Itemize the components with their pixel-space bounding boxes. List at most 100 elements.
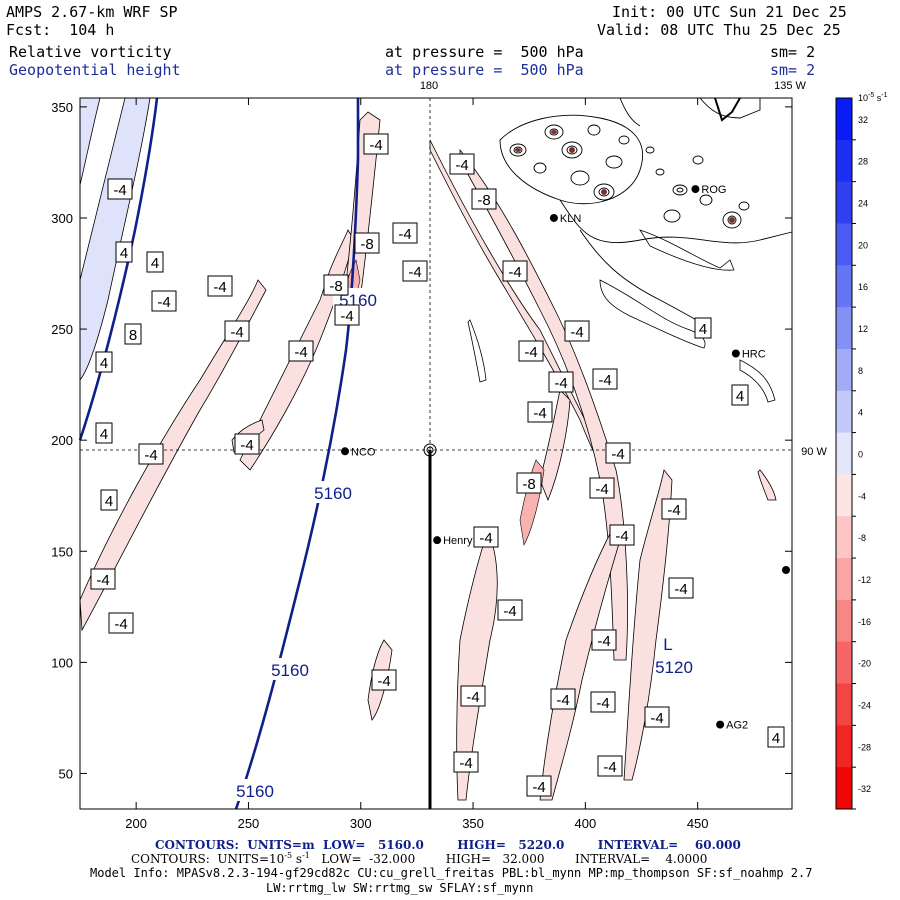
colorbar-tick-label: -24 <box>858 700 871 710</box>
vorticity-label-box <box>497 599 523 621</box>
vorticity-contour-label: -4 <box>674 581 687 598</box>
vorticity-label-box <box>597 755 623 777</box>
colorbar-tick-label: 20 <box>858 240 868 250</box>
colorbar-unit: 10-5 s-1 <box>858 92 888 103</box>
vorticity-label-box <box>502 260 528 282</box>
vorticity-contour-info: CONTOURS: UNITS=10-5 s-1 LOW= -32.000 HI… <box>131 851 708 866</box>
colorbar-tick-label: -4 <box>858 491 866 501</box>
vorticity-contour-label: -4 <box>157 294 170 311</box>
field1-level: at pressure = 500 hPa <box>385 43 584 61</box>
lon-180-label: 180 <box>420 80 438 92</box>
colorbar-segment <box>836 725 852 768</box>
y-tick-label: 350 <box>51 100 73 115</box>
y-axis: 350 300 250 200 150 100 50 <box>51 100 792 781</box>
vorticity-label-box <box>146 251 164 273</box>
vorticity-label-box <box>323 274 349 296</box>
vorticity-label-box <box>100 489 118 511</box>
vorticity-label-box <box>548 371 574 393</box>
x-tick-label: 200 <box>125 816 147 831</box>
height-contours <box>78 97 360 810</box>
vorticity-contour-label: -4 <box>503 603 516 620</box>
vorticity-contour-label: -8 <box>329 278 342 295</box>
vorticity-labels: -4 -4 -4 -4 -4 -4 -4 -4 -4 -4 -4 -4 -4 -4 -4 -4 -4 -4 -4 -4… <box>90 133 785 797</box>
negative-vorticity-band <box>757 469 777 501</box>
low-center-symbol: L <box>663 635 672 654</box>
vorticity-contour-label: -4 <box>144 447 157 464</box>
plot-background <box>80 98 792 809</box>
height-label-bg <box>265 658 315 680</box>
vorticity-contour-label: -4 <box>556 692 569 709</box>
vorticity-contour-label: -4 <box>377 673 390 690</box>
forecast-hour: Fcst: 104 h <box>6 21 115 39</box>
y-tick-label: 100 <box>51 655 73 670</box>
colorbar-segment <box>836 432 852 475</box>
vorticity-label-box <box>550 688 576 710</box>
vorticity-label-box <box>668 577 694 599</box>
vorticity-contour-label: 4 <box>105 493 113 510</box>
x-tick-label: 300 <box>350 816 372 831</box>
vorticity-label-box <box>95 422 113 444</box>
model-info-2: LW:rrtmg_lw SW:rrtmg_sw SFLAY:sf_mynn <box>266 881 534 895</box>
vorticity-contour-label: -4 <box>532 779 545 796</box>
vorticity-label-box <box>609 524 635 546</box>
vorticity-label-box <box>527 401 553 423</box>
colorbar-tick-label: 12 <box>858 324 868 334</box>
colorbar-tick-label: -16 <box>858 617 871 627</box>
vorticity-label-box <box>354 232 380 254</box>
vorticity-label-box <box>363 133 389 155</box>
vorticity-contour-label: -4 <box>113 182 126 199</box>
plot-border <box>79 97 793 810</box>
station-marker <box>691 185 700 194</box>
low-center-value: 5120 <box>655 658 693 677</box>
vorticity-label-box <box>334 304 360 326</box>
vorticity-label-box <box>453 751 479 773</box>
vorticity-label-box <box>590 691 616 713</box>
colorbar-segment <box>836 98 852 141</box>
colorbar-segment <box>836 139 852 183</box>
height-contour-info: CONTOURS: UNITS=m LOW= 5160.0 HIGH= 5220… <box>155 838 741 852</box>
colorbar-tick-label: 0 <box>858 450 863 460</box>
vorticity-contour-label: -4 <box>554 375 567 392</box>
colorbar-tick-label: 8 <box>858 366 863 376</box>
vorticity-label-box <box>473 526 499 548</box>
zero-contour <box>739 359 776 403</box>
vorticity-label-box <box>224 320 250 342</box>
negative-vorticity-band <box>539 389 571 502</box>
height-contour-label: 5160 <box>271 661 309 680</box>
colorbar-tick-label: 28 <box>858 157 868 167</box>
vorticity-contour-label: -4 <box>598 372 611 389</box>
colorbar-segment <box>836 265 852 308</box>
station-label: KLN <box>560 213 581 225</box>
vorticity-label-box <box>371 669 397 691</box>
vorticity-contour-label: -4 <box>650 710 663 727</box>
init-time: Init: 00 UTC Sun 21 Dec 25 <box>612 3 847 21</box>
vorticity-contour-label: 4 <box>772 730 780 747</box>
colorbar-tick-label: 4 <box>858 408 863 418</box>
coastline <box>714 97 741 122</box>
vorticity-label-box <box>449 153 475 175</box>
vorticity-label-box <box>731 384 749 406</box>
field2-smoothing: sm= 2 <box>770 61 816 79</box>
vorticity-contour-label: -4 <box>615 528 628 545</box>
y-tick-label: 150 <box>51 544 73 559</box>
vorticity-contour-label: -4 <box>294 344 307 361</box>
vorticity-label-box <box>564 320 590 342</box>
zero-contour <box>599 279 706 349</box>
vorticity-contour-label: -4 <box>533 405 546 422</box>
vorticity-label-box <box>526 775 552 797</box>
station-marker <box>341 447 350 456</box>
y-tick-label: 300 <box>51 211 73 226</box>
vorticity-label-box <box>234 433 260 455</box>
vorticity-contour-label: -4 <box>603 759 616 776</box>
zero-contour <box>467 319 487 383</box>
colorbar-segment <box>836 767 852 810</box>
field2-level: at pressure = 500 hPa <box>385 61 584 79</box>
vorticity-contour-label: -4 <box>508 264 521 281</box>
vorticity-contour-label: -4 <box>408 264 421 281</box>
vorticity-contour-label: -4 <box>597 633 610 650</box>
x-tick-label: 400 <box>575 816 597 831</box>
negative-vorticity-band <box>459 148 628 661</box>
model-title: AMPS 2.67-km WRF SP <box>6 3 178 21</box>
station-label: NCO <box>351 446 376 458</box>
colorbar-tick-label: 32 <box>858 115 868 125</box>
